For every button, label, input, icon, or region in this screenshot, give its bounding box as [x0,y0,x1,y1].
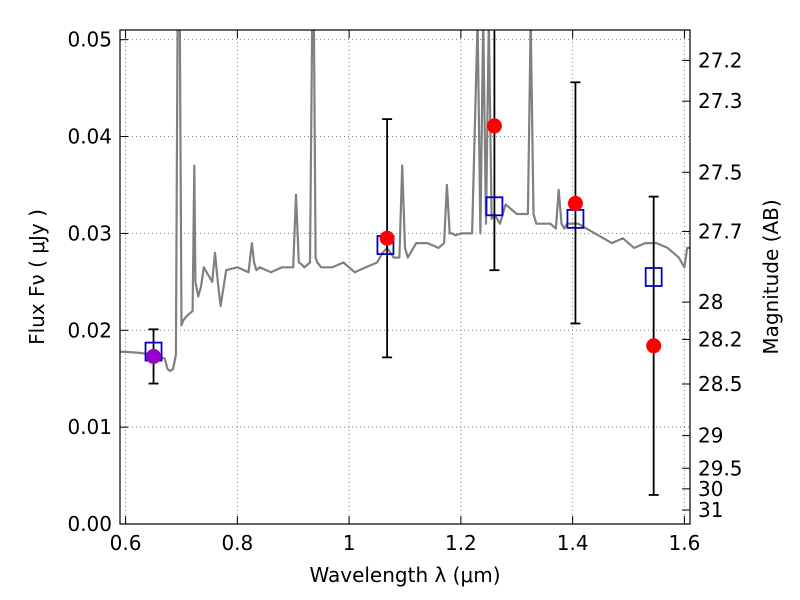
magnitude-tick-label: 28 [698,290,723,314]
x-tick-label: 1.2 [445,531,477,555]
y-axis-title: Flux Fν ( μJy ) [25,209,49,345]
observed-point [379,230,395,246]
observed-points-layer [146,118,662,364]
magnitude-tick-label: 29 [698,424,723,448]
observed-point [646,338,662,354]
x-axis-ticks: 0.6 0.8 1 1.2 1.4 1.6 [110,30,701,555]
spectrum-layer [120,30,690,373]
y-tick-label: 0.05 [67,28,112,52]
magnitude-tick-label: 27.3 [698,89,743,113]
gridlines [120,30,690,525]
observed-point [146,348,162,364]
x-tick-label: 0.6 [110,531,142,555]
magnitude-tick-label: 30 [698,477,723,501]
errorbar-layer [148,30,659,496]
magnitude-tick-label: 27.7 [698,219,743,243]
y-axis-ticks: 0.00 0.01 0.02 0.03 0.04 0.05 [67,28,128,536]
x-tick-label: 1.4 [557,531,589,555]
x-tick-label: 1.6 [669,531,701,555]
magnitude-tick-label: 29.5 [698,456,743,480]
y-tick-label: 0.04 [67,125,112,149]
x-tick-label: 0.8 [221,531,253,555]
model-point [644,267,663,287]
y-tick-label: 0.00 [67,512,112,536]
magnitude-tick-label: 28.2 [698,327,743,351]
y-tick-label: 0.02 [67,318,112,342]
x-axis-title: Wavelength λ (μm) [309,563,500,587]
y-tick-label: 0.03 [67,221,112,245]
model-point [485,196,504,217]
magnitude-tick-label: 27.2 [698,48,743,72]
y-tick-label: 0.01 [67,415,112,439]
observed-point [567,195,583,211]
magnitude-tick-label: 27.5 [698,160,743,184]
magnitude-tick-label: 31 [698,498,723,522]
magnitude-tick-label: 28.5 [698,372,743,396]
spectrum-line [120,30,690,373]
x-tick-label: 1 [343,531,356,555]
observed-point [486,118,502,134]
plot-frame [119,29,691,525]
magnitude-axis-title: Magnitude (AB) [759,199,783,354]
